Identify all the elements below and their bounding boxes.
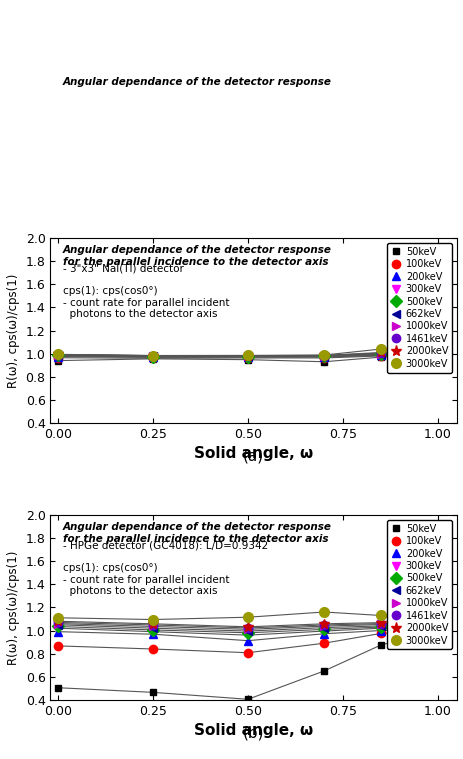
- Text: (b): (b): [243, 726, 264, 741]
- Text: (a): (a): [243, 449, 264, 464]
- Text: Angular dependance of the detector response
for the parallel incidence to the de: Angular dependance of the detector respo…: [63, 245, 331, 267]
- Text: - HPGe detector (GC4018): L/D=0.9342: - HPGe detector (GC4018): L/D=0.9342: [63, 541, 267, 551]
- X-axis label: Solid angle, ω: Solid angle, ω: [194, 723, 313, 739]
- X-axis label: Solid angle, ω: Solid angle, ω: [194, 446, 313, 461]
- Y-axis label: R(ω), cps(ω)/cps(1): R(ω), cps(ω)/cps(1): [7, 550, 20, 665]
- Legend: 50keV, 100keV, 200keV, 300keV, 500keV, 662keV, 1000keV, 1461keV, 2000keV, 3000ke: 50keV, 100keV, 200keV, 300keV, 500keV, 6…: [387, 243, 451, 373]
- Text: - 3"x3" NaI(Tl) detector: - 3"x3" NaI(Tl) detector: [63, 264, 183, 274]
- Y-axis label: R(ω), cps(ω)/cps(1): R(ω), cps(ω)/cps(1): [7, 273, 20, 388]
- Legend: 50keV, 100keV, 200keV, 300keV, 500keV, 662keV, 1000keV, 1461keV, 2000keV, 3000ke: 50keV, 100keV, 200keV, 300keV, 500keV, 6…: [387, 520, 451, 650]
- Text: cps(1): cps(cos0°)
- count rate for parallel incident
  photons to the detector : cps(1): cps(cos0°) - count rate for para…: [63, 563, 229, 597]
- Text: cps(1): cps(cos0°)
- count rate for parallel incident
  photons to the detector : cps(1): cps(cos0°) - count rate for para…: [63, 286, 229, 320]
- Text: Angular dependance of the detector response
for the parallel incidence to the de: Angular dependance of the detector respo…: [63, 522, 331, 544]
- Text: Angular dependance of the detector response: Angular dependance of the detector respo…: [63, 77, 331, 87]
